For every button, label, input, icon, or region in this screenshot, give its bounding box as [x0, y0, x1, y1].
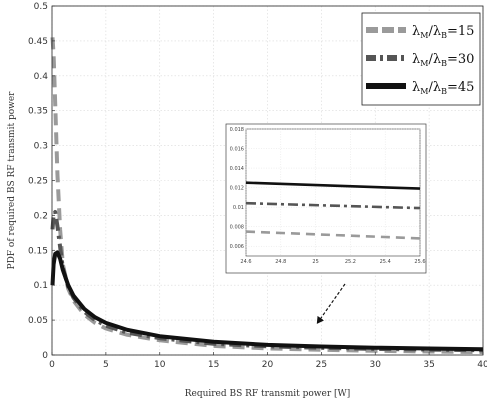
y-tick-label: 0.35 [28, 107, 48, 117]
x-tick-label: 15 [208, 360, 219, 370]
x-tick-label: 40 [477, 360, 487, 370]
y-tick-label: 0.3 [34, 142, 48, 152]
inset-y-tick-label: 0.016 [230, 147, 244, 153]
inset-x-tick-label: 25 [312, 259, 318, 265]
inset-series-line-3 [245, 181, 421, 190]
y-tick-label: 0.2 [34, 211, 48, 221]
zoom-arrow [316, 283, 346, 324]
y-tick-label: 0.05 [28, 316, 48, 326]
x-tick-label: 10 [154, 360, 166, 370]
y-tick-label: 0 [42, 351, 48, 361]
x-tick-label: 35 [423, 360, 434, 370]
series-line-1 [50, 37, 484, 355]
inset-x-tick-label: 25.2 [345, 259, 356, 265]
inset-y-tick-label: 0.012 [230, 186, 244, 192]
inset-y-tick-label: 0.018 [230, 127, 244, 133]
x-tick-label: 25 [316, 360, 327, 370]
zoom-inset: 24.6 24.8 25 25.2 25.4 25.6 0.006 0.008 0.01 0.01… [225, 123, 427, 274]
legend-label-3: λM/λB=45 [412, 80, 474, 96]
y-tick-label: 0.1 [34, 281, 48, 291]
x-tick-label: 5 [103, 360, 109, 370]
series-line-3 [50, 250, 484, 352]
inset-y-tick-label: 0.006 [230, 244, 244, 250]
y-tick-label: 0.5 [34, 2, 48, 12]
y-tick-label: 0.15 [28, 246, 48, 256]
legend: λM/λB=15 λM/λB=30 λM/λB=45 [361, 12, 481, 106]
inset-y-tick-label: 0.01 [233, 205, 244, 211]
x-tick-label: 0 [49, 360, 55, 370]
inset-x-tick-label: 24.6 [240, 259, 251, 265]
legend-label-2: λM/λB=30 [412, 52, 474, 68]
inset-y-tick-label: 0.014 [230, 166, 244, 172]
x-tick-label: 30 [370, 360, 382, 370]
y-tick-label: 0.4 [34, 72, 49, 82]
inset-x-tick-label: 25.4 [380, 259, 391, 265]
y-tick-label: 0.25 [28, 177, 48, 187]
legend-label-1: λM/λB=15 [412, 24, 474, 40]
y-axis-title: PDF of required BS RF transmit power [7, 91, 17, 270]
inset-x-tick-label: 24.8 [275, 259, 286, 265]
x-tick-label: 20 [262, 360, 274, 370]
x-axis-title: Required BS RF transmit power [W] [185, 389, 351, 399]
y-tick-label: 0.45 [28, 37, 48, 47]
inset-x-tick-label: 25.6 [414, 259, 425, 265]
inset-frame [245, 128, 421, 257]
inset-series-line-2 [245, 201, 421, 210]
inset-y-tick-label: 0.008 [230, 225, 244, 231]
